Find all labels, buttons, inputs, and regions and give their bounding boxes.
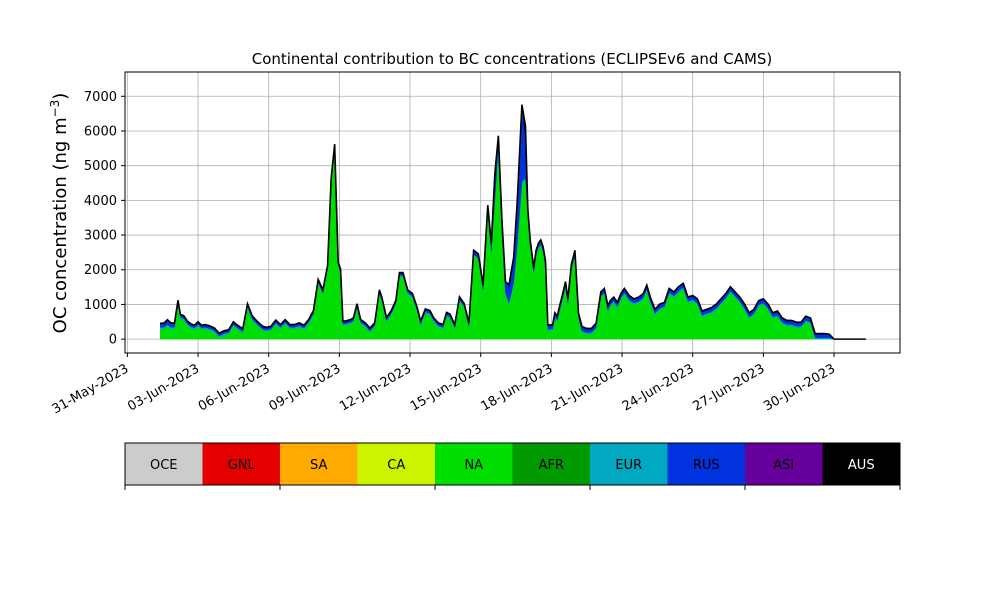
x-tick-label: 30-Jun-2023 <box>761 361 838 414</box>
legend-swatch-ca <box>357 443 436 485</box>
legend-swatch-aus <box>822 443 901 485</box>
legend-swatch-eur <box>590 443 668 485</box>
legend-label-ca: CA <box>387 458 405 473</box>
y-tick-label: 5000 <box>84 159 117 174</box>
legend-swatch-sa <box>280 443 358 485</box>
y-tick-label: 0 <box>109 333 117 348</box>
legend-label-eur: EUR <box>615 458 642 473</box>
legend-label-asi: ASI <box>773 458 794 473</box>
x-tick-label: 15-Jun-2023 <box>408 361 485 414</box>
x-tick-label: 18-Jun-2023 <box>479 361 556 414</box>
y-tick-label: 2000 <box>84 263 117 278</box>
legend-label-sa: SA <box>310 458 327 473</box>
x-tick-label: 31-May-2023 <box>50 361 132 417</box>
legend-label-aus: AUS <box>848 458 875 473</box>
legend-label-afr: AFR <box>539 458 564 473</box>
x-axis-ticks: 31-May-202303-Jun-202306-Jun-202309-Jun-… <box>50 353 838 417</box>
region-legend: OCE GNL SA CA NA AFR EUR RUS ASI AUS <box>124 442 901 490</box>
y-tick-label: 6000 <box>84 124 117 139</box>
legend-swatch-na <box>435 443 513 485</box>
x-tick-label: 12-Jun-2023 <box>337 361 414 414</box>
y-tick-label: 4000 <box>84 194 117 209</box>
legend-label-oce: OCE <box>150 458 178 473</box>
y-axis-ticks: 0 1000 2000 3000 4000 5000 6000 7000 <box>84 90 125 348</box>
x-tick-label: 09-Jun-2023 <box>267 361 344 414</box>
y-tick-label: 3000 <box>84 229 117 244</box>
y-tick-label: 1000 <box>84 298 117 313</box>
legend-label-na: NA <box>464 458 483 473</box>
legend-label-gnl: GNL <box>228 458 256 473</box>
chart-title: Continental contribution to BC concentra… <box>252 50 773 68</box>
legend-swatch-gnl <box>202 443 281 485</box>
plot-frame <box>124 71 901 354</box>
legend-swatch-oce <box>125 443 203 485</box>
x-tick-label: 27-Jun-2023 <box>691 361 768 414</box>
y-tick-label: 7000 <box>84 90 117 105</box>
total-outline <box>160 104 866 340</box>
x-tick-label: 24-Jun-2023 <box>620 361 697 414</box>
x-tick-label: 06-Jun-2023 <box>196 361 273 414</box>
legend-swatch-rus <box>667 443 746 485</box>
legend-swatch-afr <box>512 443 591 485</box>
x-tick-label: 03-Jun-2023 <box>125 361 202 414</box>
legend-frame <box>124 442 901 486</box>
y-axis-label: OC concentration (ng m−3) <box>48 93 71 334</box>
legend-label-rus: RUS <box>693 458 720 473</box>
legend-swatch-asi <box>745 443 823 485</box>
x-tick-label: 21-Jun-2023 <box>549 361 626 414</box>
plot-area: 0 1000 2000 3000 4000 5000 6000 7000 31-May-202… <box>50 71 901 417</box>
stacked-areas <box>160 104 866 340</box>
